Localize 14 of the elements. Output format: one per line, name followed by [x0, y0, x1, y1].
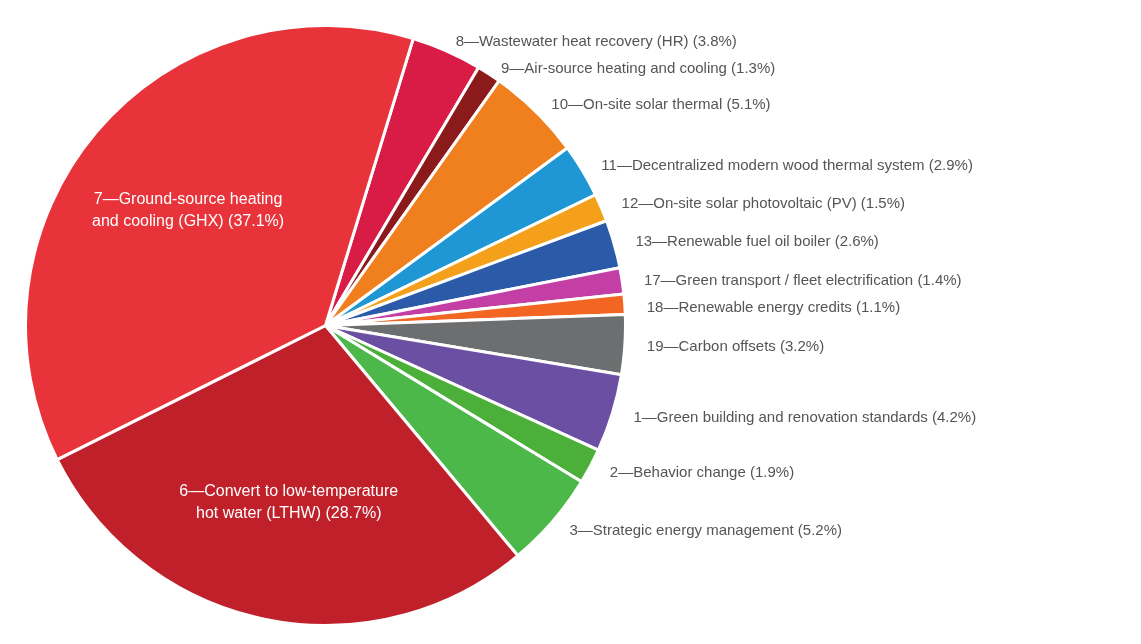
- slice-label: 11—Decentralized modern wood thermal system (2.9%): [601, 156, 973, 174]
- slice-label: 13—Renewable fuel oil boiler (2.6%): [635, 232, 879, 250]
- slice-label: 17—Green transport / fleet electrification (1.4%): [643, 270, 962, 288]
- slice-label: 12—On-site solar photovoltaic (PV) (1.5%): [621, 194, 906, 212]
- slice-label: 1—Green building and renovation standards (4.2%): [633, 408, 977, 426]
- slice-label: 3—Strategic energy management (5.2%): [569, 520, 843, 538]
- slice-label: 9—Air-source heating and cooling (1.3%): [500, 58, 776, 76]
- slice-label: 7—Ground-source heating and cooling (GHX) (37.1%): [92, 189, 285, 229]
- slice-label: 18—Renewable energy credits (1.1%): [646, 297, 901, 315]
- slice-label: 8—Wastewater heat recovery (HR) (3.8%): [455, 31, 737, 49]
- slice-label: 19—Carbon offsets (3.2%): [646, 337, 825, 355]
- slice-label: 2—Behavior change (1.9%): [609, 463, 795, 481]
- slice-label: 10—On-site solar thermal (5.1%): [551, 94, 771, 112]
- slice-label: 6—Convert to low-temperature hot water (LTHW) (28.7%): [179, 482, 399, 522]
